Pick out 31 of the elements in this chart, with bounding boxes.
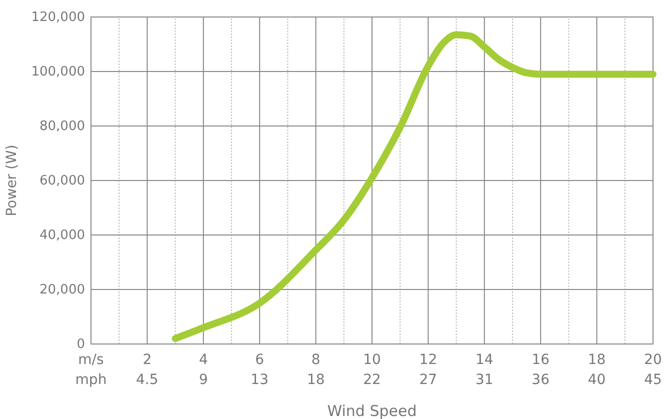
x-axis-title: Wind Speed xyxy=(327,402,417,419)
x-tick-label: 10 xyxy=(363,352,381,368)
y-tick-label: 100,000 xyxy=(31,64,85,80)
x-tick-label: 14 xyxy=(475,352,494,368)
x-tick-label: 20 xyxy=(644,352,662,368)
x-tick-label: 18 xyxy=(588,352,606,368)
x-tick-label: m/s xyxy=(78,352,104,368)
x-tick-label: 2 xyxy=(142,352,152,368)
x2-tick-label: 31 xyxy=(476,372,494,388)
y-axis-title: Power (W) xyxy=(4,144,20,216)
x2-tick-label: mph xyxy=(75,372,107,388)
x2-tick-label: 27 xyxy=(419,372,438,388)
x2-tick-label: 9 xyxy=(198,372,208,388)
y-tick-label: 60,000 xyxy=(40,174,85,189)
x-tick-label: 8 xyxy=(311,352,320,368)
y-tick-label: 120,000 xyxy=(31,10,85,26)
x2-tick-label: 22 xyxy=(363,372,381,388)
x2-tick-label: 36 xyxy=(532,372,550,388)
y-tick-label: 80,000 xyxy=(40,119,85,134)
x2-tick-label: 18 xyxy=(306,372,325,388)
x-tick-label: 12 xyxy=(419,352,438,368)
x2-tick-label: 4.5 xyxy=(136,372,158,388)
x2-tick-label: 45 xyxy=(644,372,662,388)
x2-tick-label: 40 xyxy=(588,372,606,388)
y-tick-label: 40,000 xyxy=(40,228,85,244)
x-tick-label: 16 xyxy=(532,352,550,368)
y-tick-label: 0 xyxy=(76,337,85,352)
x2-tick-label: 13 xyxy=(250,372,268,388)
y-tick-label: 20,000 xyxy=(40,282,85,298)
x-tick-label: 6 xyxy=(255,352,264,368)
x-tick-label: 4 xyxy=(198,352,208,368)
